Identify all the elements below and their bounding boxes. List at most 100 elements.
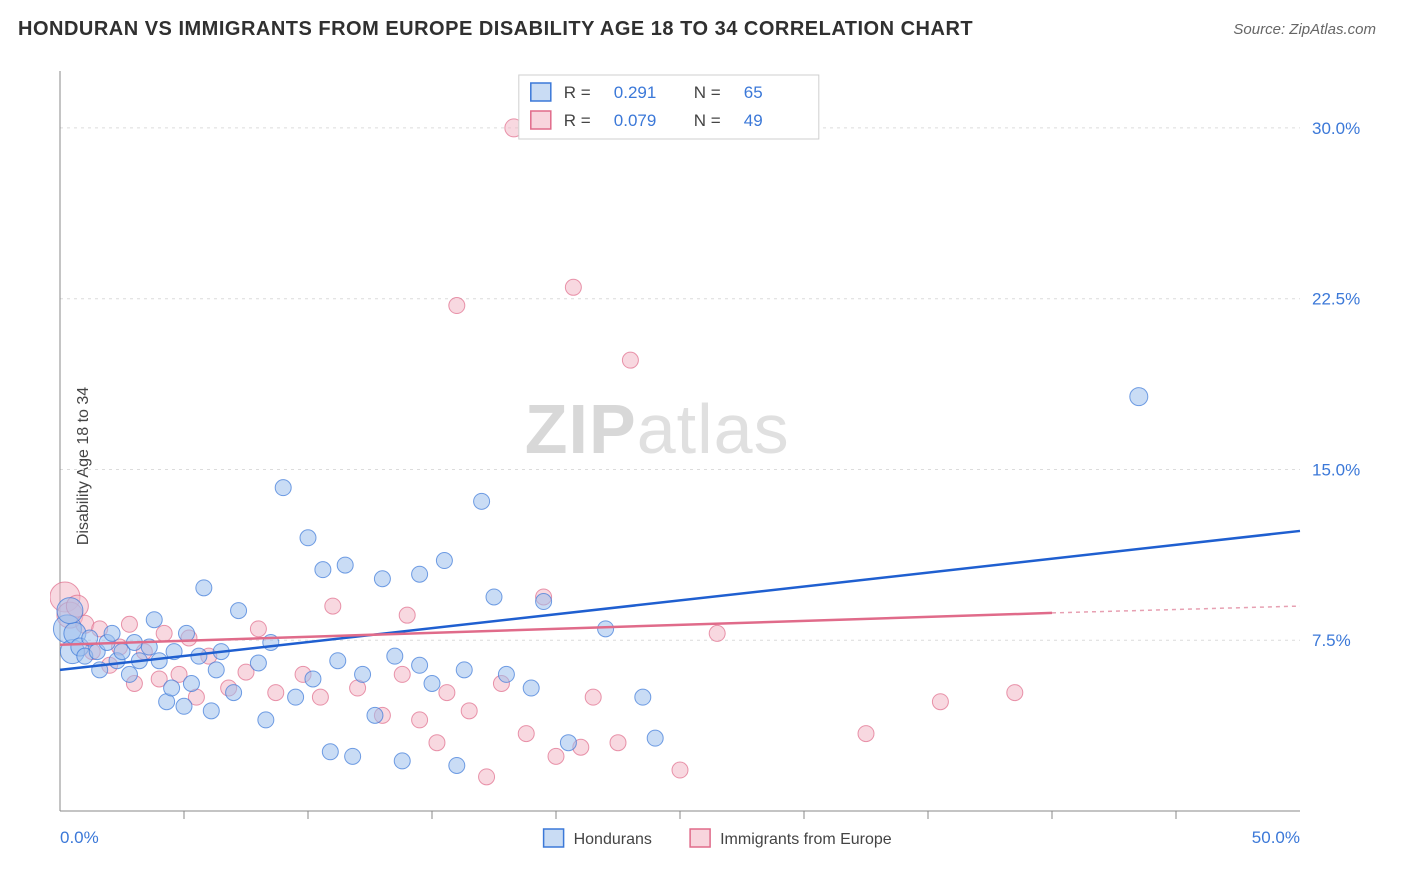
data-point bbox=[412, 712, 428, 728]
scatter-plot: 7.5% 15.0% 22.5% 30.0% ZIPatlas 0.0% 50.0% R = 0… bbox=[50, 61, 1370, 861]
data-point bbox=[330, 653, 346, 669]
source-attribution: Source: ZipAtlas.com bbox=[1233, 21, 1376, 38]
data-point bbox=[461, 703, 477, 719]
data-point bbox=[196, 580, 212, 596]
data-point bbox=[250, 655, 266, 671]
data-point bbox=[57, 598, 83, 624]
data-point bbox=[178, 625, 194, 641]
data-point bbox=[203, 703, 219, 719]
data-point bbox=[325, 598, 341, 614]
data-point bbox=[164, 680, 180, 696]
chart-title: HONDURAN VS IMMIGRANTS FROM EUROPE DISAB… bbox=[18, 18, 973, 41]
data-point bbox=[486, 589, 502, 605]
data-point bbox=[536, 594, 552, 610]
data-point bbox=[399, 607, 415, 623]
data-point bbox=[315, 562, 331, 578]
data-point bbox=[479, 769, 495, 785]
data-point bbox=[208, 662, 224, 678]
data-point bbox=[932, 694, 948, 710]
x-origin-label: 0.0% bbox=[60, 828, 99, 847]
data-point bbox=[436, 553, 452, 569]
data-point bbox=[449, 757, 465, 773]
data-point bbox=[424, 675, 440, 691]
data-point bbox=[258, 712, 274, 728]
data-point bbox=[449, 298, 465, 314]
data-point bbox=[337, 557, 353, 573]
legend-swatch bbox=[531, 111, 551, 129]
data-point bbox=[560, 735, 576, 751]
data-point bbox=[312, 689, 328, 705]
data-point bbox=[598, 621, 614, 637]
data-point bbox=[300, 530, 316, 546]
data-point bbox=[548, 748, 564, 764]
data-point bbox=[121, 666, 137, 682]
data-point bbox=[498, 666, 514, 682]
data-point bbox=[1007, 685, 1023, 701]
data-point bbox=[226, 685, 242, 701]
data-point bbox=[474, 493, 490, 509]
data-point bbox=[305, 671, 321, 687]
legend-r-value: 0.291 bbox=[614, 83, 657, 102]
data-point bbox=[268, 685, 284, 701]
data-point bbox=[374, 571, 390, 587]
chart-area: Disability Age 18 to 34 7.5%15.0%22.5%30… bbox=[0, 51, 1406, 881]
data-point bbox=[151, 653, 167, 669]
data-point bbox=[387, 648, 403, 664]
data-point bbox=[518, 726, 534, 742]
data-point bbox=[156, 625, 172, 641]
data-point bbox=[121, 616, 137, 632]
data-point bbox=[412, 657, 428, 673]
data-point bbox=[585, 689, 601, 705]
data-point bbox=[322, 744, 338, 760]
legend-r-label: R = bbox=[564, 83, 591, 102]
data-point bbox=[146, 612, 162, 628]
source-value: ZipAtlas.com bbox=[1289, 21, 1376, 38]
data-point bbox=[523, 680, 539, 696]
trend-line-pink-extrapolated bbox=[1052, 606, 1300, 613]
data-point bbox=[394, 666, 410, 682]
y-tick-label: 7.5% bbox=[1312, 631, 1351, 650]
legend-n-value: 49 bbox=[744, 111, 763, 130]
watermark: ZIPatlas bbox=[525, 390, 790, 468]
source-label: Source: bbox=[1233, 21, 1289, 38]
data-point bbox=[176, 698, 192, 714]
data-point bbox=[394, 753, 410, 769]
legend-r-label: R = bbox=[564, 111, 591, 130]
series-swatch bbox=[690, 829, 710, 847]
data-point bbox=[275, 480, 291, 496]
y-tick-label: 15.0% bbox=[1312, 460, 1360, 479]
series-label: Immigrants from Europe bbox=[720, 831, 892, 848]
legend-n-value: 65 bbox=[744, 83, 763, 102]
data-point bbox=[565, 279, 581, 295]
data-point bbox=[191, 648, 207, 664]
data-point bbox=[250, 621, 266, 637]
legend-r-value: 0.079 bbox=[614, 111, 657, 130]
series-label: Hondurans bbox=[574, 831, 652, 848]
trend-line-pink bbox=[60, 613, 1052, 645]
data-point bbox=[367, 707, 383, 723]
legend-swatch bbox=[531, 83, 551, 101]
legend-n-label: N = bbox=[694, 83, 721, 102]
series-swatch bbox=[544, 829, 564, 847]
data-point bbox=[439, 685, 455, 701]
data-point bbox=[858, 726, 874, 742]
data-point bbox=[412, 566, 428, 582]
data-point bbox=[429, 735, 445, 751]
x-end-label: 50.0% bbox=[1252, 828, 1300, 847]
data-point bbox=[622, 352, 638, 368]
data-point bbox=[1130, 388, 1148, 406]
data-point bbox=[456, 662, 472, 678]
data-point bbox=[355, 666, 371, 682]
data-point bbox=[647, 730, 663, 746]
data-point bbox=[672, 762, 688, 778]
data-point bbox=[183, 675, 199, 691]
trend-line-blue bbox=[60, 531, 1300, 670]
legend-n-label: N = bbox=[694, 111, 721, 130]
data-point bbox=[231, 603, 247, 619]
data-point bbox=[709, 625, 725, 641]
data-point bbox=[288, 689, 304, 705]
data-point bbox=[104, 625, 120, 641]
y-tick-label: 30.0% bbox=[1312, 119, 1360, 138]
y-tick-label: 22.5% bbox=[1312, 290, 1360, 309]
data-point bbox=[345, 748, 361, 764]
